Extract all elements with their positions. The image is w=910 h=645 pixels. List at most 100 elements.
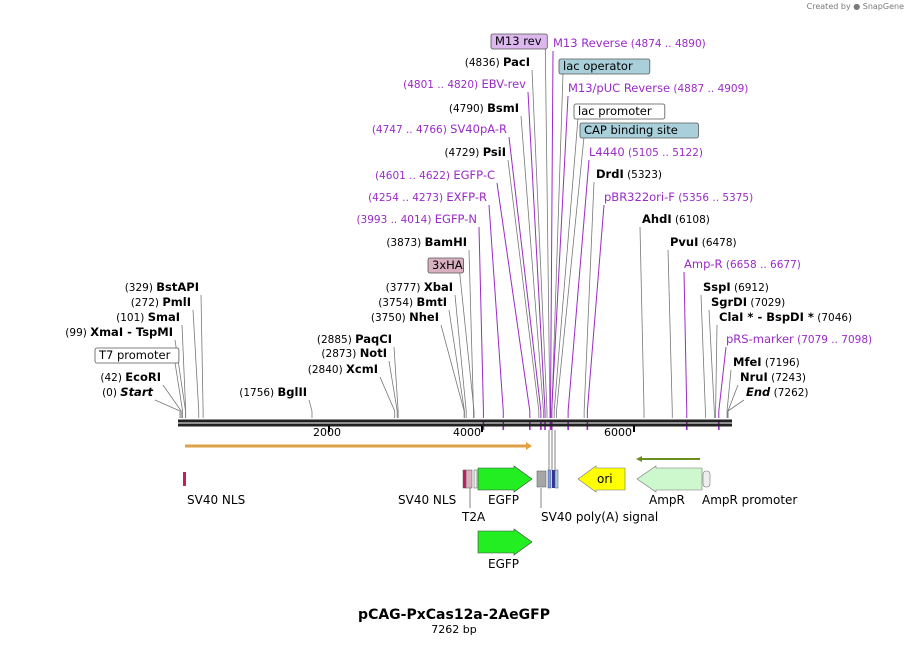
label-sv40pa-r[interactable]: (4747 .. 4766) SV40pA-R <box>372 122 507 136</box>
leader-line <box>154 399 181 418</box>
label-drdi[interactable]: DrdI (5323) <box>596 167 662 181</box>
feature-ampr[interactable] <box>636 465 703 493</box>
feature-lac-block[interactable] <box>547 469 552 489</box>
plasmid-name: pCAG-PxCas12a-2AeGFP <box>358 607 550 623</box>
leader-line <box>715 324 718 418</box>
tick-label-2000: 2000 <box>313 426 341 439</box>
label-text: (4729) PsiI <box>444 145 506 159</box>
label-egfp-c[interactable]: (4601 .. 4622) EGFP-C <box>375 168 495 182</box>
leader-line <box>527 91 546 418</box>
feature-label-egfp: EGFP <box>488 493 519 507</box>
leader-line <box>393 346 399 418</box>
label-text: CAP binding site <box>584 123 678 137</box>
ampr-orf-arrow[interactable] <box>636 456 700 462</box>
label-lac-promoter[interactable]: lac promoter <box>573 103 666 120</box>
label-text: (4254 .. 4273) EXFP-R <box>368 190 487 204</box>
label-text: Amp-R (6658 .. 6677) <box>684 257 801 271</box>
label-sspi[interactable]: SspI (6912) <box>703 280 769 294</box>
feature-cap-block[interactable] <box>552 470 555 488</box>
label-text: (4836) PacI <box>465 55 530 69</box>
leader-line <box>727 399 745 418</box>
feature-sv40-nls-1[interactable] <box>183 472 186 486</box>
leader-line <box>544 47 551 418</box>
leader-line <box>553 117 579 418</box>
label-egfp-n[interactable]: (3993 .. 4014) EGFP-N <box>356 212 477 226</box>
label-pvui[interactable]: PvuI (6478) <box>670 235 737 249</box>
label-xcmi[interactable]: (2840) XcmI <box>308 362 378 376</box>
label-bmti[interactable]: (3754) BmtI <box>378 295 447 309</box>
label-pmli[interactable]: (272) PmlI <box>131 295 191 309</box>
label-amp-r[interactable]: Amp-R (6658 .. 6677) <box>684 257 801 271</box>
feature-label-egfp-2: EGFP <box>488 557 519 571</box>
feature-lac-op-block[interactable] <box>554 469 559 489</box>
leader-line <box>507 159 540 418</box>
label-m13-reverse[interactable]: M13 Reverse (4874 .. 4890) <box>553 36 706 50</box>
feature-egfp[interactable] <box>477 465 533 493</box>
feature-3xha[interactable] <box>465 469 473 489</box>
label-sgrdi[interactable]: SgrDI (7029) <box>711 295 785 309</box>
feature-ori[interactable] <box>577 465 626 493</box>
label-ecori[interactable]: (42) EcoRI <box>100 370 161 384</box>
label-text: (3750) NheI <box>371 310 439 324</box>
label-text: (1756) BglII <box>239 385 307 399</box>
label-nrui[interactable]: NruI (7243) <box>740 370 806 384</box>
feature-ampr-promoter[interactable] <box>702 470 711 488</box>
label-pbr322ori-f[interactable]: pBR322ori-F (5356 .. 5375) <box>604 190 753 204</box>
label-paci[interactable]: (4836) PacI <box>465 55 530 69</box>
tick-label-4000: 4000 <box>453 426 481 439</box>
leader-line <box>388 360 398 418</box>
feature-egfp-2[interactable] <box>477 528 533 556</box>
top-labels: M13 rev M13 Reverse (4874 .. 4890) (4836) … <box>65 33 872 399</box>
label-lac-operator[interactable]: lac operator <box>558 58 651 75</box>
label-nhei[interactable]: (3750) NheI <box>371 310 439 324</box>
label-xbai[interactable]: (3777) XbaI <box>386 280 453 294</box>
label-cap-binding-site[interactable]: CAP binding site <box>579 122 699 139</box>
leader-line <box>718 346 727 418</box>
leader-line <box>308 399 313 418</box>
label-m13-puc-reverse[interactable]: M13/pUC Reverse (4887 .. 4909) <box>568 81 748 95</box>
label-bamhi[interactable]: (3873) BamHI <box>386 235 467 249</box>
label-ahdi[interactable]: AhdI (6108) <box>642 212 710 226</box>
feature-t2a[interactable] <box>473 469 478 489</box>
label-text: (3873) BamHI <box>386 235 467 249</box>
label-text: L4440 (5105 .. 5122) <box>589 145 703 159</box>
label-text: DrdI (5323) <box>596 167 662 181</box>
feature-sv40-nls-2[interactable] <box>462 469 467 489</box>
leader-line <box>496 182 531 418</box>
label-bglii[interactable]: (1756) BglII <box>239 385 307 399</box>
label-text: (4601 .. 4622) EGFP-C <box>375 168 495 182</box>
plasmid-length: 7262 bp <box>431 623 476 636</box>
orf-arrow[interactable] <box>185 442 532 450</box>
label-exfp-r[interactable]: (4254 .. 4273) EXFP-R <box>368 190 487 204</box>
leader-line <box>556 136 585 418</box>
label-xmai-tspmi[interactable]: (99) XmaI - TspMI <box>65 325 173 339</box>
label-text: AhdI (6108) <box>642 212 710 226</box>
label-bstapi[interactable]: (329) BstAPI <box>125 280 199 294</box>
label-m13-rev[interactable]: M13 rev <box>490 33 548 50</box>
leader-line <box>162 384 182 418</box>
label-text: ClaI * - BspDI * (7046) <box>719 310 852 324</box>
label-text: (4747 .. 4766) SV40pA-R <box>372 122 507 136</box>
label-ebv-rev[interactable]: (4801 .. 4820) EBV-rev <box>403 77 526 91</box>
label-t7-promoter[interactable]: T7 promoter <box>94 347 180 364</box>
label-l4440[interactable]: L4440 (5105 .. 5122) <box>589 145 703 159</box>
feature-label-sv40-polya: SV40 poly(A) signal <box>541 510 658 524</box>
label-text: (3754) BmtI <box>378 295 447 309</box>
label-psii[interactable]: (4729) PsiI <box>444 145 506 159</box>
label-3xha[interactable]: 3xHA <box>427 257 464 274</box>
leader-line <box>174 361 183 418</box>
feature-label-ampr: AmpR <box>649 493 685 507</box>
label-text: (101) SmaI <box>116 310 180 324</box>
feature-sv40-polya[interactable] <box>536 470 547 488</box>
label-text: (3777) XbaI <box>386 280 453 294</box>
label-paqci[interactable]: (2885) PaqCI <box>317 332 392 346</box>
label-prs-marker[interactable]: pRS-marker (7079 .. 7098) <box>726 332 872 346</box>
label-end[interactable]: End (7262) <box>746 385 809 399</box>
label-smai[interactable]: (101) SmaI <box>116 310 180 324</box>
label-bsmi[interactable]: (4790) BsmI <box>449 101 519 115</box>
credit-created-by: Created by <box>806 2 851 11</box>
label-start[interactable]: (0) Start <box>102 385 153 399</box>
label-noti[interactable]: (2873) NotI <box>321 346 387 360</box>
label-mfei[interactable]: MfeI (7196) <box>733 355 800 369</box>
label-clai-bspdi-[interactable]: ClaI * - BspDI * (7046) <box>719 310 852 324</box>
